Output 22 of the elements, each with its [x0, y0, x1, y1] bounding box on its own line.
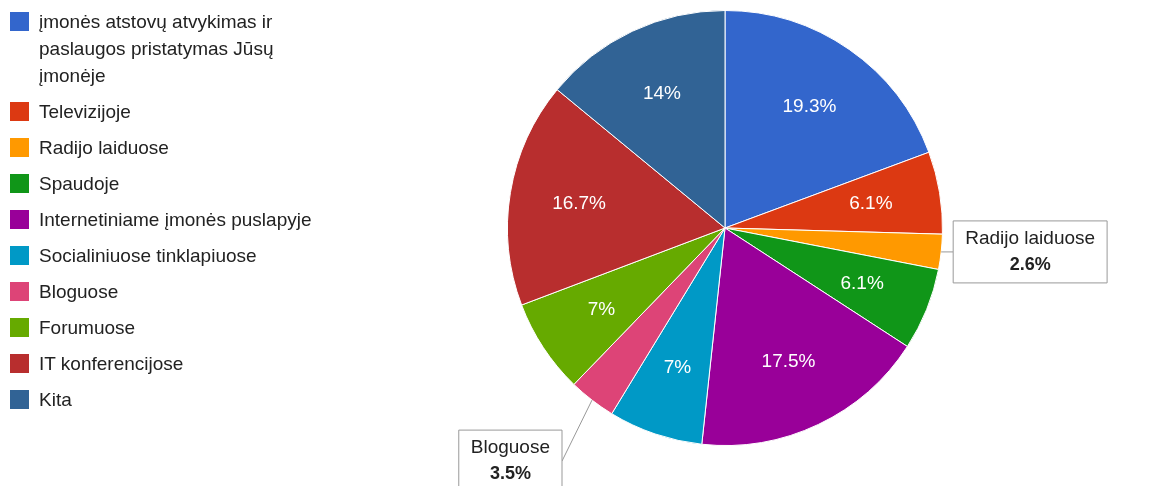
data-label: 17.5% — [761, 349, 816, 371]
legend-label: Socialiniuose tinklapiuose — [39, 244, 257, 268]
data-label: 3.5% — [489, 463, 531, 484]
slice-label: Bloguose — [470, 436, 551, 458]
data-label: 2.6% — [1009, 253, 1051, 274]
legend-label: Televizijoje — [39, 100, 131, 124]
legend-label: Bloguose — [39, 280, 119, 304]
data-label: 19.3% — [782, 94, 837, 116]
data-label: 14% — [642, 82, 682, 104]
data-label: 7% — [587, 297, 616, 319]
data-label: 7% — [663, 356, 692, 378]
data-label: 6.1% — [840, 271, 884, 293]
data-label: 16.7% — [552, 192, 607, 214]
legend-label: IT konferencijose — [39, 352, 184, 376]
legend-label: Internetiniame įmonės puslapyje — [39, 208, 312, 232]
legend-label: Kita — [39, 388, 72, 412]
legend-label: Spaudoje — [39, 172, 120, 196]
legend-label: Radijo laiduose — [39, 136, 169, 160]
slice-label: Radijo laiduose — [965, 227, 1096, 249]
data-label: 6.1% — [849, 192, 893, 214]
legend-label: įmonės atstovų atvykimas ir paslaugos pristatymas Jūsų įmonėje — [39, 10, 275, 88]
legend-label: Forumuose — [39, 316, 136, 340]
